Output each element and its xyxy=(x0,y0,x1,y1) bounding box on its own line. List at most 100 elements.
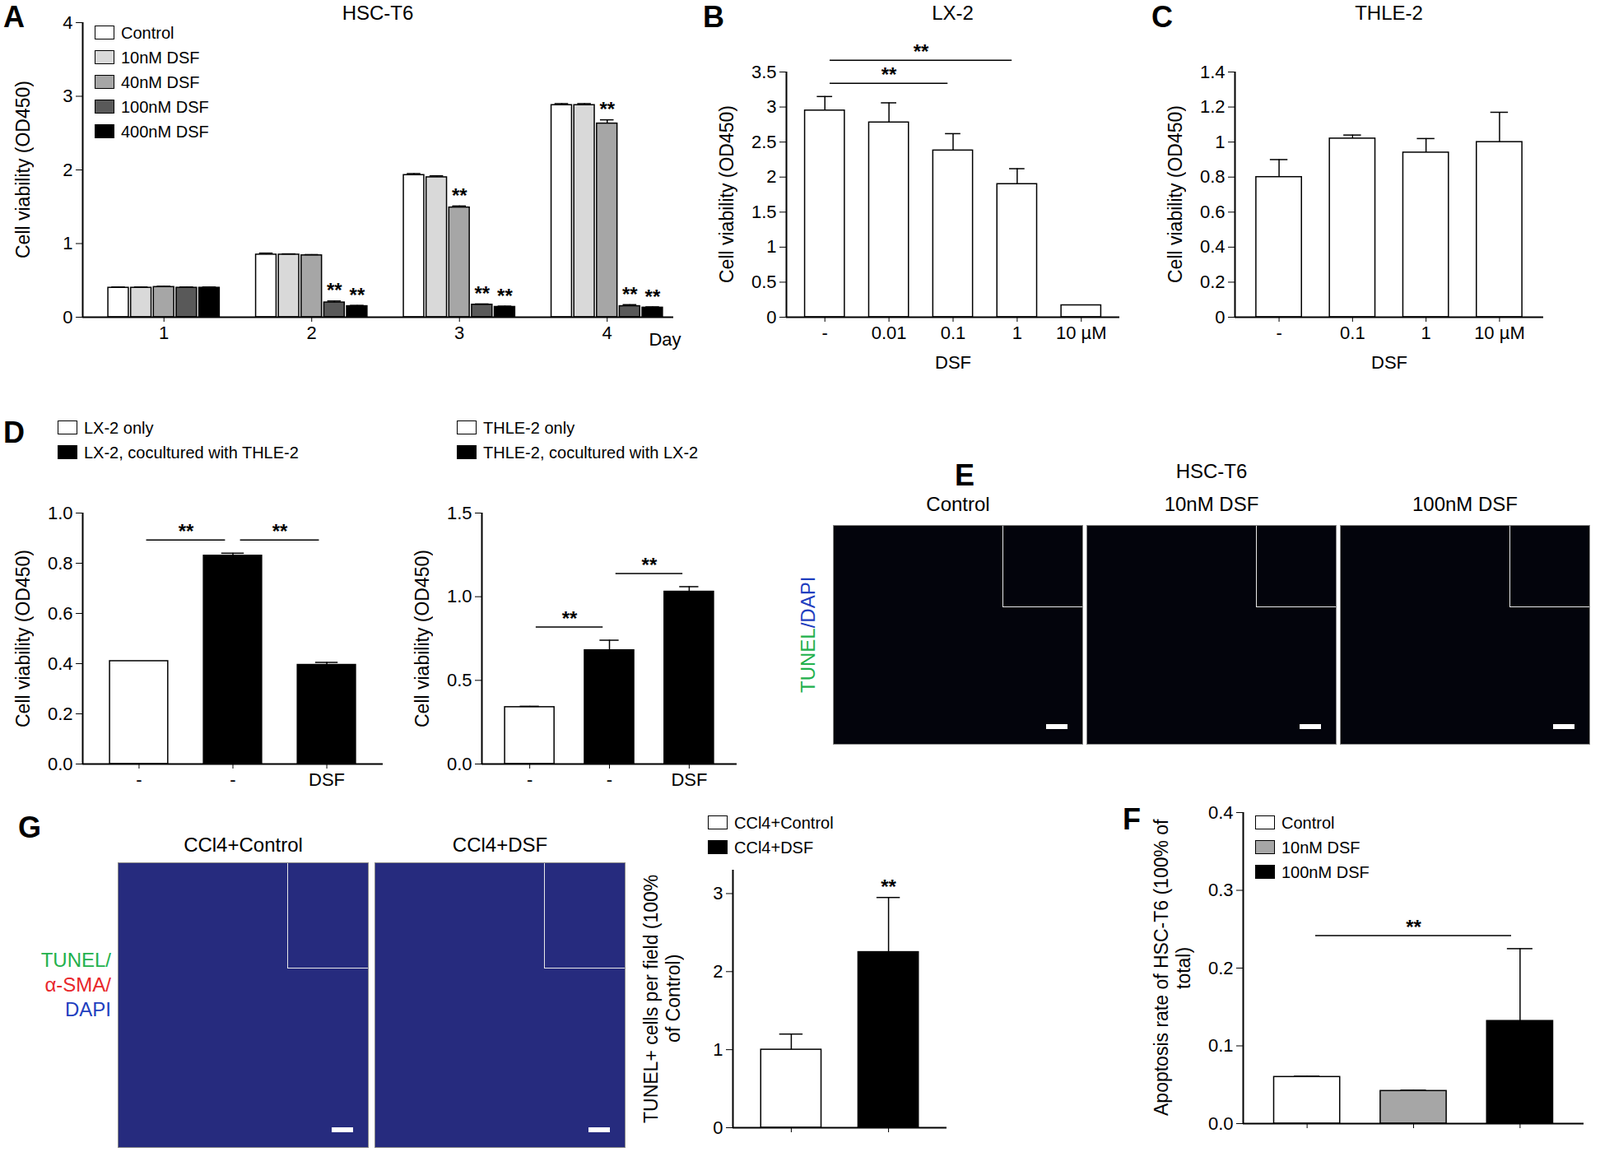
svg-text:-: - xyxy=(526,769,533,791)
svg-text:0.2: 0.2 xyxy=(1200,271,1226,293)
html-text:CCl4+Control: CCl4+Control xyxy=(183,833,303,856)
svg-text:**: ** xyxy=(913,40,930,63)
svg-text:-: - xyxy=(229,769,236,791)
html-text:TUNEL+ cells per field (100% o: TUNEL+ cells per field (100% of Control) xyxy=(640,874,684,1124)
svg-text:2: 2 xyxy=(306,322,317,344)
html-text:Apoptosis rate of HSC-T6 (100%: Apoptosis rate of HSC-T6 (100% of total) xyxy=(1150,819,1195,1117)
html-text:THLE-2: THLE-2 xyxy=(1354,1,1423,24)
svg-text:0.2: 0.2 xyxy=(1208,958,1234,979)
svg-text:-: - xyxy=(135,769,142,791)
svg-text:DSF: DSF xyxy=(934,352,972,373)
html-text:Control: Control xyxy=(926,493,990,516)
svg-text:2.5: 2.5 xyxy=(751,131,777,153)
html-text:10nM DSF: 10nM DSF xyxy=(1164,493,1259,516)
html-text:Cell viability (OD450): Cell viability (OD450) xyxy=(1164,105,1187,284)
svg-text:**: ** xyxy=(881,63,898,86)
svg-text:0.6: 0.6 xyxy=(47,603,74,624)
svg-text:0.1: 0.1 xyxy=(1339,322,1366,344)
html-text:HSC-T6: HSC-T6 xyxy=(1175,460,1248,483)
svg-text:0.8: 0.8 xyxy=(47,553,74,574)
svg-text:**: ** xyxy=(178,520,195,543)
svg-text:1: 1 xyxy=(62,232,73,254)
svg-text:**: ** xyxy=(562,607,578,630)
svg-text:0.2: 0.2 xyxy=(47,703,74,725)
svg-text:DSF: DSF xyxy=(1371,352,1408,373)
svg-text:0.0: 0.0 xyxy=(1208,1113,1234,1135)
html-text:TUNEL/: TUNEL/ xyxy=(40,948,112,972)
html-text:TUNEL: TUNEL xyxy=(796,628,819,694)
svg-text:1.0: 1.0 xyxy=(446,586,473,607)
svg-text:1.2: 1.2 xyxy=(1200,96,1226,117)
svg-text:3: 3 xyxy=(62,85,73,107)
svg-text:2: 2 xyxy=(766,166,777,187)
svg-text:2: 2 xyxy=(712,961,723,982)
svg-text:1.5: 1.5 xyxy=(446,502,473,524)
svg-text:0.4: 0.4 xyxy=(1208,802,1234,824)
svg-text:Day: Day xyxy=(648,329,681,350)
svg-text:1.0: 1.0 xyxy=(47,502,74,524)
html-text:LX-2: LX-2 xyxy=(931,1,974,24)
svg-text:**: ** xyxy=(645,285,661,308)
svg-text:0.6: 0.6 xyxy=(1200,201,1226,223)
svg-text:DSF: DSF xyxy=(670,769,707,791)
svg-text:**: ** xyxy=(641,553,658,577)
html-text:DAPI: DAPI xyxy=(65,998,112,1021)
html-text:B: B xyxy=(702,0,725,34)
svg-text:3: 3 xyxy=(712,883,723,904)
svg-text:3: 3 xyxy=(454,322,465,344)
svg-text:0.4: 0.4 xyxy=(1200,236,1226,257)
svg-text:**: ** xyxy=(497,284,513,307)
svg-text:1: 1 xyxy=(158,322,169,344)
svg-text:1.5: 1.5 xyxy=(751,201,777,223)
svg-text:**: ** xyxy=(451,184,468,207)
svg-text:1.4: 1.4 xyxy=(1200,61,1226,83)
html-text:/DAPI: /DAPI xyxy=(796,576,819,629)
svg-text:1: 1 xyxy=(1421,322,1432,344)
svg-text:4: 4 xyxy=(62,12,73,33)
svg-text:0.8: 0.8 xyxy=(1200,166,1226,187)
svg-text:0.1: 0.1 xyxy=(940,322,967,344)
svg-text:1: 1 xyxy=(1214,131,1225,153)
svg-text:0.01: 0.01 xyxy=(871,322,907,344)
html-text:A: A xyxy=(3,0,25,34)
svg-text:0: 0 xyxy=(62,306,73,328)
svg-text:0.1: 0.1 xyxy=(1208,1035,1234,1056)
html-text:HSC-T6: HSC-T6 xyxy=(342,1,414,24)
svg-text:**: ** xyxy=(1405,916,1422,939)
svg-text:3: 3 xyxy=(766,96,777,117)
svg-text:1: 1 xyxy=(1012,322,1023,344)
html-text:100nM DSF: 100nM DSF xyxy=(1412,493,1518,516)
svg-text:**: ** xyxy=(622,283,638,306)
svg-text:0.3: 0.3 xyxy=(1208,879,1234,901)
html-text:G: G xyxy=(18,810,42,845)
svg-text:4: 4 xyxy=(602,322,613,344)
svg-text:**: ** xyxy=(326,279,343,302)
svg-text:-: - xyxy=(822,322,828,344)
svg-text:**: ** xyxy=(349,283,366,307)
html-text:CCl4+DSF: CCl4+DSF xyxy=(452,833,548,856)
svg-text:0.0: 0.0 xyxy=(47,753,74,775)
html-text:Cell viability (OD450): Cell viability (OD450) xyxy=(12,80,34,259)
svg-text:0.4: 0.4 xyxy=(47,653,74,675)
svg-text:10 µM: 10 µM xyxy=(1474,322,1526,344)
svg-text:1: 1 xyxy=(712,1039,723,1061)
svg-text:**: ** xyxy=(474,282,490,305)
html-text:Cell viability (OD450): Cell viability (OD450) xyxy=(716,105,738,284)
svg-text:0: 0 xyxy=(766,306,777,328)
svg-text:**: ** xyxy=(272,520,289,543)
svg-text:0.5: 0.5 xyxy=(446,669,473,691)
html-text:α-SMA/: α-SMA/ xyxy=(44,973,112,996)
svg-text:1: 1 xyxy=(766,236,777,257)
svg-text:-: - xyxy=(606,769,613,791)
svg-text:10 µM: 10 µM xyxy=(1055,322,1107,344)
svg-text:-: - xyxy=(1275,322,1282,344)
svg-text:0: 0 xyxy=(712,1117,723,1139)
svg-text:**: ** xyxy=(599,97,615,121)
svg-text:**: ** xyxy=(880,875,897,898)
svg-text:3.5: 3.5 xyxy=(751,61,777,83)
svg-text:0: 0 xyxy=(1214,306,1225,328)
svg-text:DSF: DSF xyxy=(308,769,345,791)
svg-text:0.5: 0.5 xyxy=(751,271,777,293)
svg-text:0.0: 0.0 xyxy=(446,753,473,775)
svg-text:2: 2 xyxy=(62,159,73,181)
